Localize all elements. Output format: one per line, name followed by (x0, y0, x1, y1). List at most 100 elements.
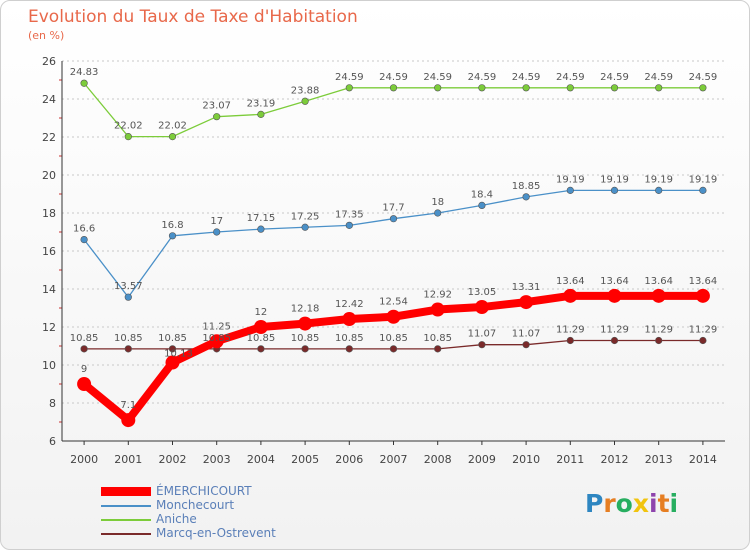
data-point (345, 345, 353, 353)
data-label: 24.59 (423, 72, 452, 83)
data-label: 24.59 (600, 72, 629, 83)
x-tick-label: 2011 (556, 453, 584, 466)
x-tick-label: 2012 (601, 453, 629, 466)
data-label: 10.85 (247, 333, 276, 344)
data-point (651, 288, 666, 303)
data-point (389, 345, 398, 353)
data-label: 10.85 (291, 333, 320, 344)
line-chart: 6 8 10 12 14 16 18 20 22 24 26 2000 2001 2002 2003 2004… (42, 55, 725, 466)
data-point (478, 84, 486, 92)
x-tick-label: 2001 (114, 453, 142, 466)
data-point (257, 110, 265, 118)
data-label: 10.85 (379, 333, 408, 344)
data-point (213, 228, 221, 236)
data-point (124, 133, 132, 141)
data-point (434, 345, 442, 353)
data-point (566, 186, 574, 194)
data-label: 13.64 (600, 276, 629, 287)
data-point (80, 79, 88, 87)
y-tick-label: 8 (49, 397, 56, 410)
data-point (478, 201, 486, 209)
data-label: 13.31 (512, 282, 541, 293)
x-tick-label: 2013 (645, 453, 673, 466)
data-point (345, 221, 353, 229)
data-point (209, 334, 224, 349)
data-point (345, 84, 353, 92)
data-point (522, 84, 530, 92)
y-tick-label: 22 (42, 131, 56, 144)
data-label: 10.85 (202, 333, 231, 344)
legend-label-aniche: Aniche (156, 512, 197, 526)
data-point (80, 236, 88, 244)
y-tick-label: 24 (42, 93, 56, 106)
data-point (257, 345, 265, 353)
data-label: 24.59 (468, 72, 497, 83)
data-point (301, 345, 309, 353)
y-tick-label: 16 (42, 245, 56, 258)
data-label: 18 (431, 197, 444, 208)
data-point (566, 336, 574, 345)
data-label: 24.59 (335, 72, 364, 83)
data-point (77, 377, 92, 391)
data-point (121, 413, 136, 428)
data-point (478, 341, 486, 349)
data-point (519, 295, 534, 310)
data-label: 12.18 (291, 304, 320, 315)
data-point (213, 113, 221, 121)
data-point (474, 300, 489, 315)
data-point (655, 186, 663, 194)
data-point (655, 336, 663, 345)
data-label: 22.02 (114, 121, 143, 132)
data-point (168, 133, 177, 141)
data-label: 11.29 (689, 324, 718, 335)
x-tick-label: 2000 (70, 453, 98, 466)
data-label: 22.02 (158, 121, 187, 132)
legend-swatch-marcq-en-ostrevent (101, 533, 151, 535)
data-label: 11.07 (468, 329, 497, 340)
data-label: 10.85 (423, 333, 452, 344)
data-label: 17 (210, 216, 223, 227)
data-point (342, 312, 357, 327)
data-point (389, 84, 398, 92)
data-label: 19.19 (644, 174, 673, 185)
data-point (430, 302, 445, 317)
data-point (695, 288, 710, 303)
data-point (607, 288, 622, 303)
data-label: 19.19 (689, 174, 718, 185)
data-point (257, 225, 265, 233)
data-point (434, 84, 442, 92)
data-point (610, 84, 619, 92)
data-point (655, 84, 663, 92)
data-label: 16.6 (73, 224, 95, 235)
x-tick-label: 2008 (424, 453, 452, 466)
data-label: 17.7 (382, 203, 404, 214)
data-label: 12.92 (423, 290, 452, 301)
data-label: 12 (255, 307, 268, 318)
x-tick-label: 2005 (291, 453, 319, 466)
data-point (168, 345, 177, 353)
data-point (610, 336, 619, 345)
x-tick-label: 2014 (689, 453, 717, 466)
data-label: 11.29 (600, 324, 629, 335)
x-tick-label: 2002 (159, 453, 187, 466)
data-label: 11.25 (202, 321, 231, 332)
x-tick-label: 2009 (468, 453, 496, 466)
proxiti-logo: Proxiti (585, 489, 679, 518)
y-tick-label: 10 (42, 359, 56, 372)
data-label: 10.85 (114, 333, 143, 344)
data-label: 7.1 (120, 400, 136, 411)
data-label: 11.07 (512, 329, 541, 340)
legend-item-aniche: Aniche (101, 512, 341, 527)
data-point (253, 320, 268, 334)
data-label: 11.29 (644, 324, 673, 335)
data-label: 12.54 (379, 297, 408, 308)
data-point (386, 309, 401, 324)
data-point (566, 84, 574, 92)
data-point (298, 316, 313, 331)
data-point (434, 209, 442, 217)
data-label: 23.07 (202, 101, 231, 112)
data-label: 10.13 (164, 349, 193, 360)
x-tick-label: 2006 (335, 453, 363, 466)
x-tick-label: 2010 (512, 453, 540, 466)
